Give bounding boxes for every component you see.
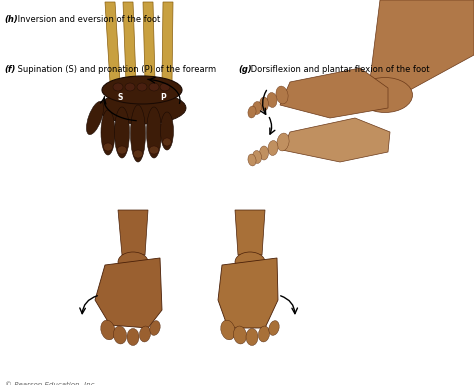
Ellipse shape <box>101 110 115 155</box>
Text: © Pearson Education, Inc.: © Pearson Education, Inc. <box>5 381 97 385</box>
Polygon shape <box>105 2 120 82</box>
Ellipse shape <box>160 83 170 91</box>
Text: P: P <box>160 94 166 102</box>
Ellipse shape <box>113 326 127 344</box>
Text: Dorsiflexion and plantar flexion of the foot: Dorsiflexion and plantar flexion of the … <box>248 65 429 74</box>
Polygon shape <box>280 68 388 118</box>
Ellipse shape <box>146 107 162 158</box>
Polygon shape <box>143 2 155 82</box>
Ellipse shape <box>267 92 277 107</box>
Polygon shape <box>162 2 173 82</box>
Text: Inversion and eversion of the foot: Inversion and eversion of the foot <box>15 15 160 23</box>
Ellipse shape <box>161 112 173 150</box>
Ellipse shape <box>133 150 143 158</box>
Polygon shape <box>95 258 162 328</box>
Ellipse shape <box>149 83 159 91</box>
Polygon shape <box>218 258 278 328</box>
Text: (g): (g) <box>238 65 252 74</box>
Polygon shape <box>282 118 390 162</box>
Ellipse shape <box>103 143 112 151</box>
Ellipse shape <box>125 83 135 91</box>
Ellipse shape <box>86 101 103 135</box>
Ellipse shape <box>269 321 279 335</box>
Polygon shape <box>370 0 474 90</box>
Ellipse shape <box>248 154 256 166</box>
Ellipse shape <box>127 328 139 345</box>
Ellipse shape <box>113 83 123 91</box>
Ellipse shape <box>221 320 235 340</box>
Ellipse shape <box>276 86 288 104</box>
Ellipse shape <box>149 146 159 154</box>
Ellipse shape <box>253 151 262 164</box>
Ellipse shape <box>259 97 268 111</box>
Ellipse shape <box>139 326 151 342</box>
Ellipse shape <box>357 77 412 112</box>
Text: Supination (S) and pronation (P) of the forearm: Supination (S) and pronation (P) of the … <box>15 65 216 74</box>
Ellipse shape <box>259 146 268 160</box>
Ellipse shape <box>150 321 160 335</box>
Text: (f): (f) <box>5 65 16 74</box>
Polygon shape <box>123 2 136 82</box>
Polygon shape <box>118 210 148 255</box>
Ellipse shape <box>253 102 262 114</box>
Ellipse shape <box>130 105 146 162</box>
Ellipse shape <box>101 320 115 340</box>
Text: S: S <box>117 94 123 102</box>
Ellipse shape <box>277 133 289 151</box>
Ellipse shape <box>98 92 186 124</box>
Text: (h): (h) <box>5 15 18 23</box>
Ellipse shape <box>268 141 278 156</box>
Ellipse shape <box>137 83 147 91</box>
Ellipse shape <box>102 76 182 104</box>
Ellipse shape <box>117 146 127 154</box>
Ellipse shape <box>248 106 256 118</box>
Ellipse shape <box>246 328 258 345</box>
Polygon shape <box>235 210 265 255</box>
Ellipse shape <box>233 326 246 344</box>
Ellipse shape <box>258 326 270 342</box>
Ellipse shape <box>163 138 171 146</box>
Ellipse shape <box>118 252 148 272</box>
Ellipse shape <box>115 107 129 158</box>
Ellipse shape <box>235 252 265 272</box>
